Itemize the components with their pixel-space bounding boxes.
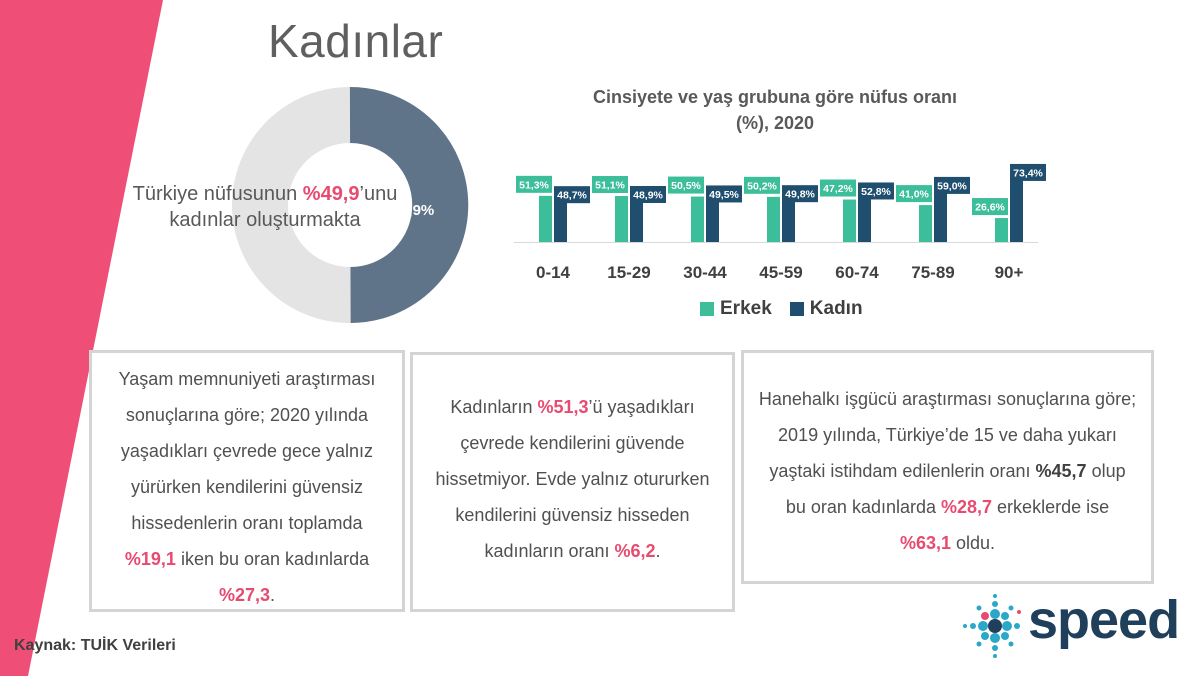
data-label-erkek-75-89: 41,0%	[899, 189, 929, 201]
data-label-erkek-15-29: 51,1%	[595, 180, 625, 192]
data-label-kadin-45-59: 49,8%	[785, 189, 815, 201]
bar-kadin-15-29	[630, 197, 643, 242]
data-label-bg-kadin-45-59	[782, 185, 818, 203]
bar-kadin-75-89	[934, 188, 947, 242]
donut-caption-line2: kadınlar oluşturmakta	[169, 209, 361, 231]
x-tick-label-30-44: 30-44	[683, 263, 727, 282]
bar-kadin-0-14	[554, 198, 567, 242]
box3-text-mid2: erkeklerde ise	[992, 497, 1110, 517]
data-label-erkek-30-44: 50,5%	[671, 180, 701, 192]
bar-erkek-45-59	[767, 196, 780, 242]
data-label-bg-erkek-75-89	[896, 185, 932, 203]
data-label-bg-kadin-0-14	[554, 186, 590, 204]
box3-highlight-men: %63,1	[899, 533, 951, 553]
donut-caption-suffix: ’unu	[359, 183, 398, 205]
x-tick-label-0-14: 0-14	[536, 263, 571, 282]
bar-erkek-15-29	[615, 196, 628, 242]
box2-highlight-home: %6,2	[614, 541, 656, 561]
info-box-safety: Kadınların %51,3’ü yaşadıkları çevrede k…	[410, 352, 735, 612]
donut-women-slice	[349, 86, 469, 323]
box3-text: Hanehalkı işgücü araştırması sonuçlarına…	[758, 389, 1137, 481]
data-label-bg-erkek-0-14	[516, 175, 552, 193]
bar-kadin-30-44	[706, 197, 719, 242]
x-tick-label-75-89: 75-89	[911, 263, 954, 282]
legend-swatch-kadin	[789, 302, 804, 316]
data-label-bg-kadin-90+	[1010, 163, 1046, 181]
population-donut-chart: 49,9%	[232, 86, 469, 323]
bar-kadin-45-59	[782, 197, 795, 242]
box3-highlight-women: %28,7	[941, 497, 993, 517]
box1-text-end: .	[270, 585, 276, 605]
chart-title: Cinsiyete ve yaş grubuna göre nüfus oran…	[540, 84, 1010, 136]
box2-text-mid: ’ü yaşadıkları çevrede kendilerini güven…	[435, 397, 710, 561]
speed-logo-dots-icon	[963, 594, 1021, 658]
x-tick-label-45-59: 45-59	[759, 263, 802, 282]
chart-legend: Erkek Kadın	[700, 298, 863, 320]
legend-item-erkek: Erkek	[700, 298, 772, 320]
box1-highlight-women: %27,3	[218, 585, 271, 605]
x-tick-label-60-74: 60-74	[835, 263, 879, 282]
box3-bold-total: %45,7	[1035, 461, 1087, 481]
data-label-erkek-45-59: 50,2%	[747, 180, 777, 192]
donut-caption-text: Türkiye nüfusunun	[132, 183, 303, 205]
donut-caption: Türkiye nüfusunun %49,9’unu kadınlar olu…	[120, 181, 410, 233]
donut-caption-highlight: %49,9	[302, 183, 360, 205]
box3-text-mid: olup bu oran kadınlarda	[785, 461, 1126, 517]
box1-highlight-total: %19,1	[124, 549, 176, 569]
box2-highlight-unsafe: %51,3	[537, 397, 589, 417]
source-note: Kaynak: TUİK Verileri	[14, 637, 176, 654]
data-label-kadin-15-29: 48,9%	[633, 189, 663, 201]
data-label-bg-kadin-15-29	[630, 185, 666, 203]
info-box-employment: Hanehalkı işgücü araştırması sonuçlarına…	[741, 350, 1154, 584]
chart-title-line1: Cinsiyete ve yaş grubuna göre nüfus oran…	[592, 87, 958, 107]
bar-erkek-75-89	[919, 205, 932, 242]
bar-kadin-60-74	[858, 194, 871, 242]
box3-text-end: oldu.	[951, 533, 996, 553]
data-label-kadin-30-44: 49,5%	[709, 189, 739, 201]
data-label-bg-kadin-30-44	[706, 185, 742, 203]
page-title: Kadınlar	[268, 15, 444, 67]
data-label-kadin-60-74: 52,8%	[861, 186, 891, 198]
data-label-erkek-90+: 26,6%	[975, 202, 1005, 214]
x-tick-label-15-29: 15-29	[607, 263, 650, 282]
bar-erkek-0-14	[539, 195, 552, 242]
data-label-kadin-0-14: 48,7%	[557, 190, 587, 202]
info-box-life-satisfaction: Yaşam memnuniyeti araştırması sonuçların…	[89, 350, 405, 612]
box1-text: Yaşam memnuniyeti araştırması sonuçların…	[118, 369, 376, 533]
legend-swatch-erkek	[700, 302, 714, 316]
legend-label-erkek: Erkek	[720, 298, 772, 319]
data-label-erkek-0-14: 51,3%	[519, 179, 549, 191]
data-label-kadin-75-89: 59,0%	[937, 180, 967, 192]
data-label-bg-erkek-30-44	[668, 176, 704, 194]
data-label-bg-kadin-60-74	[858, 182, 894, 200]
bar-kadin-90+	[1010, 175, 1023, 242]
donut-value-label: 49,9%	[392, 202, 435, 219]
data-label-bg-erkek-60-74	[820, 179, 856, 197]
box2-text-end: .	[655, 541, 661, 561]
data-label-bg-erkek-15-29	[592, 176, 628, 194]
x-tick-label-90+: 90+	[995, 263, 1024, 282]
chart-title-line2: (%), 2020	[735, 113, 815, 133]
data-label-erkek-60-74: 47,2%	[823, 183, 853, 195]
box1-text-mid: iken bu oran kadınlarda	[175, 549, 370, 569]
data-label-bg-erkek-90+	[972, 198, 1008, 216]
bar-erkek-30-44	[691, 196, 704, 242]
box2-text: Kadınların	[450, 397, 538, 417]
data-label-bg-kadin-75-89	[934, 176, 970, 194]
legend-label-kadin: Kadın	[809, 298, 863, 319]
age-group-bar-chart: 51,3% 48,7% 0-14 51,1% 48,9% 15-29 50,5% 49,5% 3…	[514, 163, 1046, 282]
bar-erkek-90+	[995, 218, 1008, 242]
bar-erkek-60-74	[843, 199, 856, 242]
legend-item-kadin: Kadın	[789, 298, 863, 320]
data-label-bg-erkek-45-59	[744, 176, 780, 194]
data-label-kadin-90+: 73,4%	[1013, 167, 1043, 179]
speed-logo-text: speed	[1028, 590, 1180, 650]
